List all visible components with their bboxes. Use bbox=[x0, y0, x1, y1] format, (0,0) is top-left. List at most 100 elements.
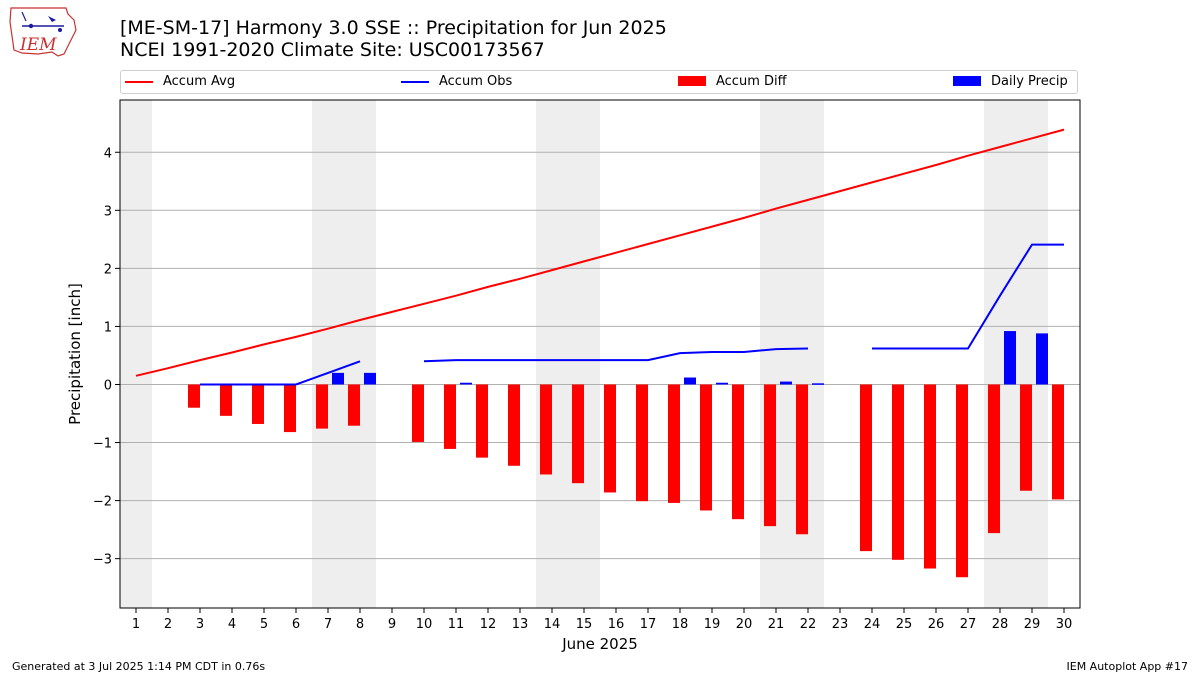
y-tick-label: −3 bbox=[93, 553, 112, 568]
accum-diff-bar bbox=[988, 384, 1000, 534]
accum-diff-bar bbox=[540, 384, 552, 475]
accum-diff-bar bbox=[284, 384, 296, 433]
x-tick-label: 19 bbox=[704, 617, 721, 632]
x-tick-label: 23 bbox=[832, 617, 849, 632]
title-line-2: NCEI 1991-2020 Climate Site: USC00173567 bbox=[120, 39, 545, 61]
plot-frame bbox=[119, 99, 1081, 609]
chart-title: [ME-SM-17] Harmony 3.0 SSE :: Precipitat… bbox=[120, 17, 667, 61]
daily-precip-bar bbox=[684, 377, 696, 385]
accum-diff-bar bbox=[956, 384, 968, 578]
x-tick-label: 1 bbox=[132, 617, 140, 632]
legend-label-accum-diff: Accum Diff bbox=[716, 74, 787, 89]
x-tick-label: 24 bbox=[864, 617, 881, 632]
daily-precip-bar bbox=[780, 381, 792, 385]
accum-diff-bar bbox=[732, 384, 744, 520]
accum-diff-bar bbox=[220, 384, 232, 416]
daily-precip-bar bbox=[1036, 333, 1048, 385]
x-tick-label: 5 bbox=[260, 617, 268, 632]
footer-generated: Generated at 3 Jul 2025 1:14 PM CDT in 0… bbox=[12, 660, 266, 673]
footer-app: IEM Autoplot App #17 bbox=[1066, 660, 1189, 673]
x-tick-label: 13 bbox=[512, 617, 529, 632]
daily-precip-bar bbox=[716, 382, 728, 385]
legend-label-accum-obs: Accum Obs bbox=[439, 74, 513, 89]
daily-precip-bar bbox=[460, 382, 472, 385]
y-tick-label: −1 bbox=[93, 437, 112, 452]
accum-diff-bar bbox=[1020, 384, 1032, 491]
accum-diff-bar bbox=[348, 384, 360, 426]
weekend-band bbox=[120, 100, 152, 608]
x-tick-label: 15 bbox=[576, 617, 593, 632]
accum-diff-bar bbox=[700, 384, 712, 511]
accum-diff-bar bbox=[252, 384, 264, 424]
iem-logo: IEM bbox=[8, 6, 80, 58]
accum-diff-bar bbox=[508, 384, 520, 466]
x-tick-label: 16 bbox=[608, 617, 625, 632]
accum-diff-bar bbox=[1052, 384, 1064, 500]
accum-diff-bar bbox=[796, 384, 808, 535]
weekend-band bbox=[536, 100, 568, 608]
x-tick-label: 11 bbox=[448, 617, 465, 632]
accum-diff-bar bbox=[764, 384, 776, 527]
daily-precip-bar bbox=[332, 372, 344, 385]
accum-diff-bar bbox=[188, 384, 200, 408]
x-tick-label: 26 bbox=[928, 617, 945, 632]
x-tick-label: 2 bbox=[164, 617, 172, 632]
y-tick-label: 4 bbox=[104, 146, 112, 161]
legend-swatch-accum-diff bbox=[678, 76, 706, 86]
daily-precip-bar bbox=[1004, 331, 1016, 385]
legend-swatch-accum-avg bbox=[125, 81, 153, 83]
x-tick-label: 7 bbox=[324, 617, 332, 632]
accum-diff-bar bbox=[892, 384, 904, 560]
x-tick-label: 29 bbox=[1024, 617, 1041, 632]
accum-diff-bar bbox=[604, 384, 616, 493]
x-tick-label: 25 bbox=[896, 617, 913, 632]
x-tick-label: 6 bbox=[292, 617, 300, 632]
y-tick-label: 3 bbox=[104, 204, 112, 219]
x-tick-label: 21 bbox=[768, 617, 785, 632]
accum-diff-bar bbox=[860, 384, 872, 552]
x-tick-label: 12 bbox=[480, 617, 497, 632]
title-line-1: [ME-SM-17] Harmony 3.0 SSE :: Precipitat… bbox=[120, 17, 667, 39]
legend-label-daily-precip: Daily Precip bbox=[991, 74, 1068, 89]
iem-logo-graphic: IEM bbox=[9, 7, 77, 57]
x-axis-label: June 2025 bbox=[561, 635, 638, 653]
x-tick-label: 30 bbox=[1056, 617, 1073, 632]
accum-diff-bar bbox=[412, 384, 424, 442]
legend-swatch-daily-precip bbox=[953, 76, 981, 86]
x-tick-label: 8 bbox=[356, 617, 364, 632]
accum-obs-line bbox=[200, 360, 361, 386]
accum-diff-bar bbox=[572, 384, 584, 484]
y-tick-label: 1 bbox=[104, 320, 112, 335]
legend-swatch-accum-obs bbox=[401, 81, 429, 83]
accum-obs-line bbox=[872, 243, 1064, 350]
daily-precip-bar bbox=[812, 383, 824, 385]
accum-diff-bar bbox=[668, 384, 680, 503]
y-tick-label: −2 bbox=[93, 495, 112, 510]
accum-avg-line bbox=[135, 128, 1065, 377]
weekend-band bbox=[312, 100, 344, 608]
weekend-band bbox=[344, 100, 376, 608]
x-tick-label: 27 bbox=[960, 617, 977, 632]
logo-text: IEM bbox=[19, 35, 57, 55]
accum-diff-bar bbox=[316, 384, 328, 429]
x-tick-label: 18 bbox=[672, 617, 689, 632]
x-tick-label: 4 bbox=[228, 617, 236, 632]
legend-label-accum-avg: Accum Avg bbox=[163, 74, 236, 89]
accum-diff-bar bbox=[444, 384, 456, 449]
y-axis-label: Precipitation [inch] bbox=[66, 283, 84, 425]
daily-precip-bar bbox=[364, 372, 376, 385]
weekend-band bbox=[568, 100, 600, 608]
chart-legend: Accum Avg Accum Obs Accum Diff Daily Pre… bbox=[120, 70, 1078, 94]
x-tick-label: 22 bbox=[800, 617, 817, 632]
accum-diff-bar bbox=[476, 384, 488, 458]
x-tick-label: 28 bbox=[992, 617, 1009, 632]
y-tick-label: 0 bbox=[104, 378, 112, 393]
y-tick-label: 2 bbox=[104, 262, 112, 277]
x-tick-label: 17 bbox=[640, 617, 657, 632]
x-tick-label: 14 bbox=[544, 617, 561, 632]
x-tick-label: 10 bbox=[416, 617, 433, 632]
accum-obs-line bbox=[423, 347, 809, 363]
x-tick-label: 20 bbox=[736, 617, 753, 632]
x-tick-label: 3 bbox=[196, 617, 204, 632]
